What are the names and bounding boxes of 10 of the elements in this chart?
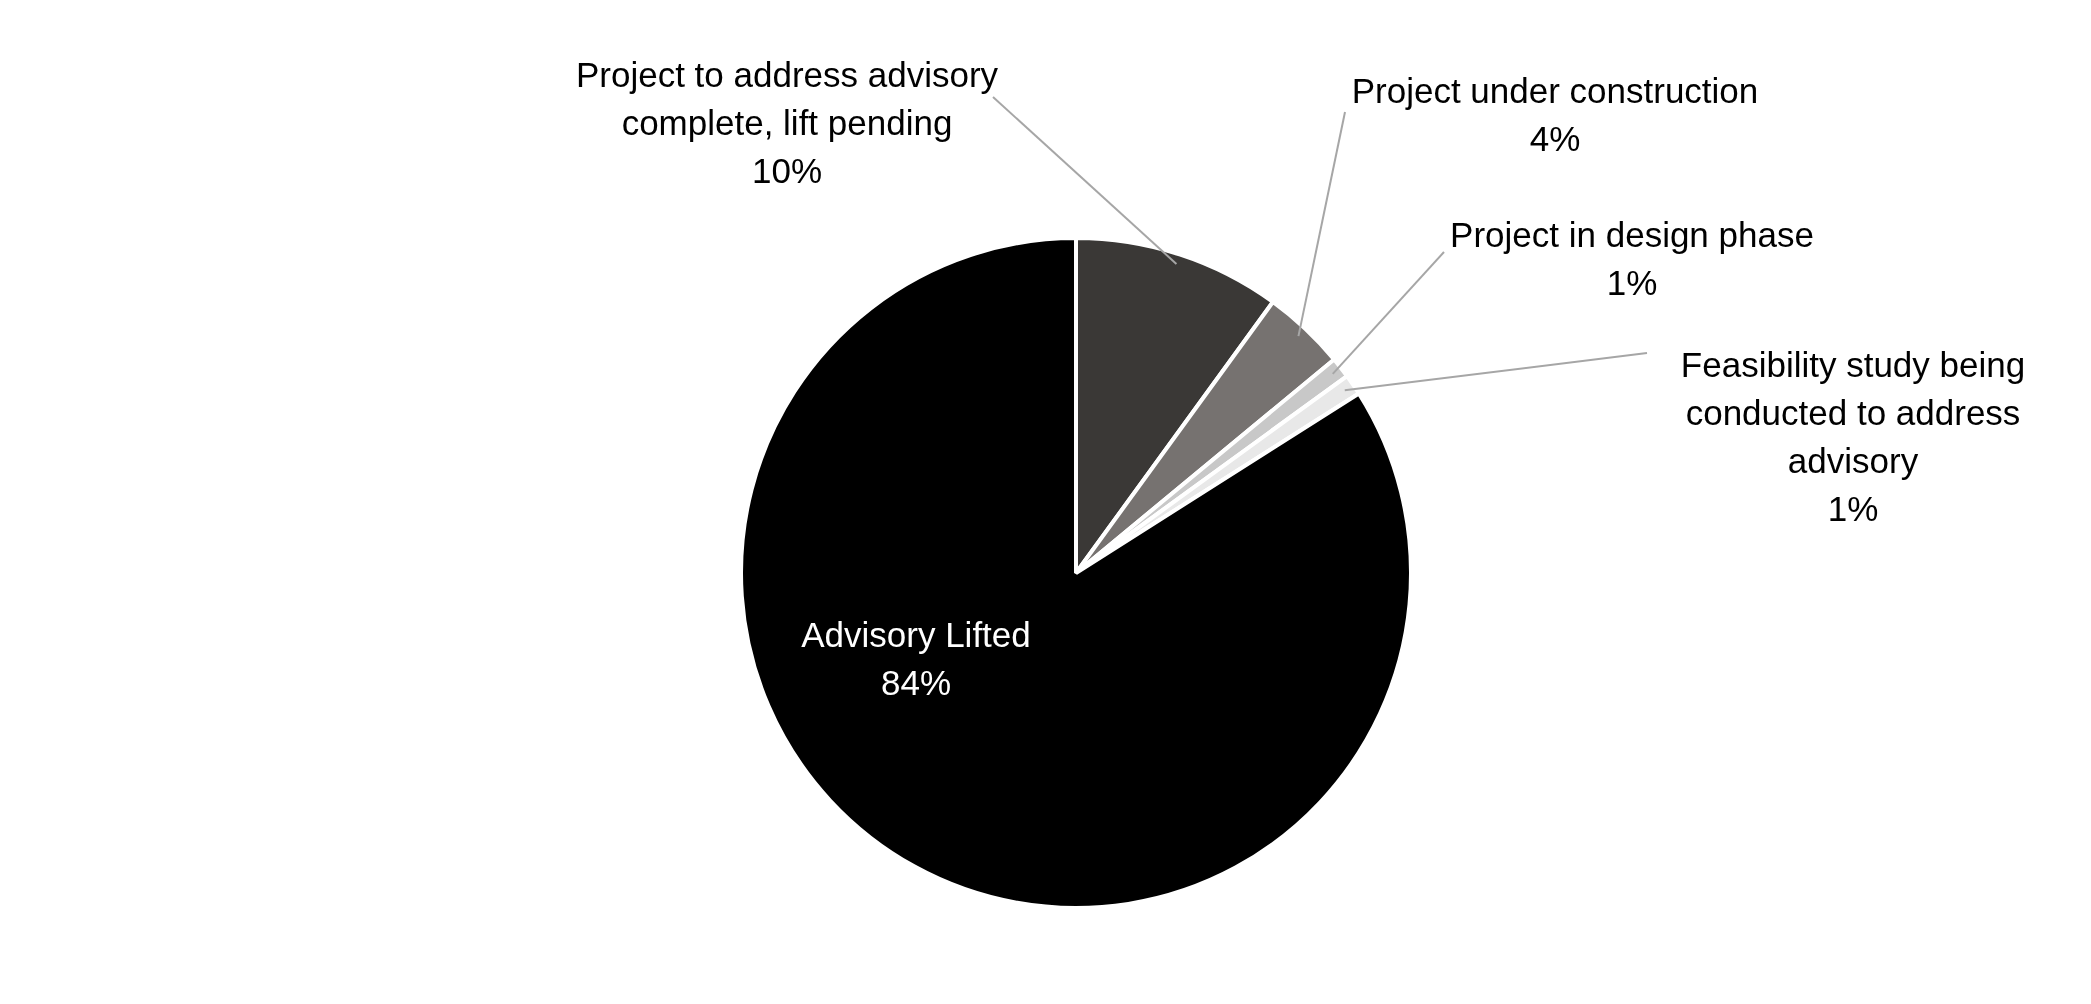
slice-label: Feasibility study being conducted to address advisory bbox=[1680, 344, 2026, 480]
data-label: 4% bbox=[1529, 118, 1581, 158]
slice-label: Project in design phase bbox=[1450, 214, 1814, 254]
data-label: 1% bbox=[1606, 262, 1658, 302]
data-label: 84% bbox=[880, 662, 952, 702]
slice-label: Advisory Lifted bbox=[801, 614, 1031, 654]
data-label: 1% bbox=[1827, 488, 1879, 528]
slice-label: Project to address advisory complete, lift pending bbox=[575, 54, 999, 142]
slice-label: Project under construction bbox=[1351, 70, 1759, 110]
data-label: 10% bbox=[751, 150, 823, 190]
